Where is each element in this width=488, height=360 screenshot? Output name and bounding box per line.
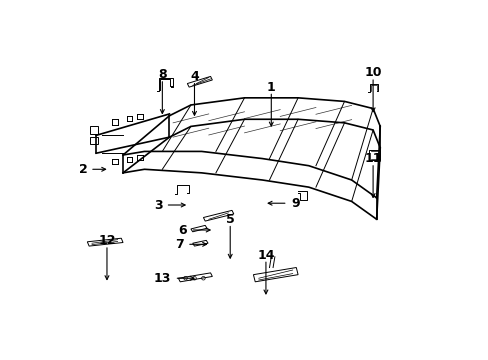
Text: 12: 12	[98, 234, 116, 247]
Text: 13: 13	[154, 272, 171, 285]
Text: 6: 6	[178, 224, 187, 237]
Text: 11: 11	[364, 152, 381, 165]
Text: 8: 8	[158, 68, 166, 81]
Text: 2: 2	[79, 163, 87, 176]
Text: 7: 7	[175, 238, 183, 251]
Text: 10: 10	[364, 66, 381, 79]
Text: 4: 4	[190, 70, 199, 83]
Text: 9: 9	[290, 197, 299, 210]
Text: 5: 5	[225, 213, 234, 226]
Text: 14: 14	[257, 248, 274, 261]
Text: 3: 3	[153, 198, 162, 212]
Text: 1: 1	[266, 81, 275, 94]
